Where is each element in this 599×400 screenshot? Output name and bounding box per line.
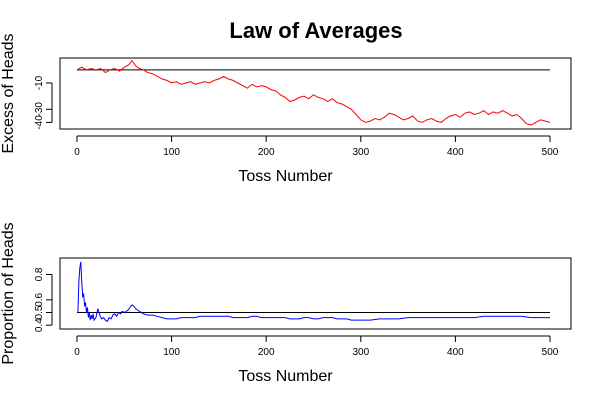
x-tick-label: 200	[258, 347, 275, 358]
x-tick-label: 400	[447, 347, 464, 358]
y-tick-label: -10	[34, 75, 45, 90]
x-tick-label: 300	[352, 347, 369, 358]
panel-1: 0 100 200 300 400 500 -40-30 -10 Toss Number Exce…	[0, 33, 572, 185]
chart-panels: 0 100 200 300 400 500 -40-30 -10 Toss Number Exce…	[0, 33, 572, 385]
plot-frame	[59, 257, 572, 330]
x-tick-label: 300	[352, 147, 369, 158]
y-tick-label: -40	[34, 115, 45, 130]
x-tick-label: 400	[447, 147, 464, 158]
y-tick-label: 0.5	[34, 305, 45, 319]
x-tick-label: 100	[163, 147, 180, 158]
x-tick-label: 0	[74, 347, 80, 358]
y-axis-title: Proportion of Heads	[0, 222, 17, 364]
x-axis-title: Toss Number	[238, 168, 333, 185]
series-line	[77, 261, 550, 323]
y-axis-title: Excess of Heads	[0, 33, 17, 153]
panel-2: 0 100 200 300 400 500 0.40.50.6 0.8 Toss Number P…	[0, 222, 572, 385]
y-tick-label: 0.6	[34, 292, 45, 306]
x-tick-label: 500	[542, 347, 559, 358]
figure-title: Law of Averages	[229, 18, 402, 43]
plot-frame	[59, 57, 572, 130]
y-tick-label: 0.8	[34, 267, 45, 281]
x-tick-label: 500	[542, 147, 559, 158]
x-tick-label: 0	[74, 147, 80, 158]
x-tick-label: 100	[163, 347, 180, 358]
y-tick-label: -30	[34, 102, 45, 117]
y-tick-label: 0.4	[34, 318, 45, 332]
x-axis-title: Toss Number	[238, 368, 333, 385]
x-tick-label: 200	[258, 147, 275, 158]
series-line	[76, 59, 551, 126]
